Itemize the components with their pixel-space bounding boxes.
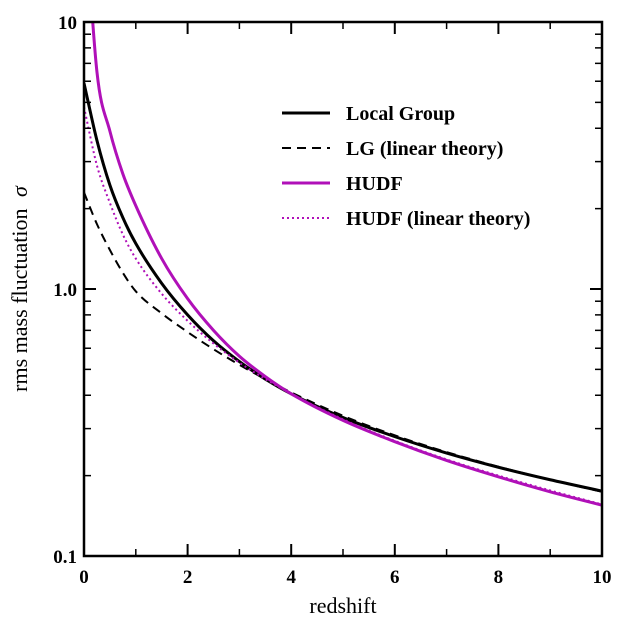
series-line-3: [91, 22, 602, 507]
legend-label-4: HUDF (linear theory): [346, 208, 530, 230]
y-tick-label: 0.1: [53, 547, 77, 568]
legend-label-3: HUDF: [346, 173, 403, 195]
y-tick-label: 10: [58, 13, 77, 34]
x-tick-label: 10: [593, 567, 612, 588]
axis-ticks: [83, 21, 603, 557]
series-line-2: [84, 192, 602, 493]
x-tick-label: 0: [79, 567, 89, 588]
legend-label-2: LG (linear theory): [346, 138, 503, 160]
x-tick-label: 6: [390, 567, 400, 588]
y-axis-label-symbol: σ: [7, 185, 32, 197]
legend-label-1: Local Group: [346, 103, 455, 125]
series-line-1: [84, 82, 602, 493]
x-tick-label: 4: [286, 567, 296, 588]
plot-frame: [82, 20, 604, 558]
y-tick-label: 1.0: [53, 280, 77, 301]
y-axis-label: rms mass fluctuation σ: [7, 185, 32, 392]
x-tick-label: 2: [183, 567, 193, 588]
series-line-4: [84, 106, 602, 506]
x-tick-label: 8: [494, 567, 504, 588]
legend: Local Group LG (linear theory) HUDF HUDF (l…: [282, 103, 530, 230]
y-axis-label-text: rms mass fluctuation: [7, 209, 32, 392]
x-axis-label: redshift: [309, 593, 376, 618]
tick-labels: 0 2 4 6 8 10 0.1 1.0 10: [53, 13, 611, 588]
plot-content: [84, 22, 602, 507]
